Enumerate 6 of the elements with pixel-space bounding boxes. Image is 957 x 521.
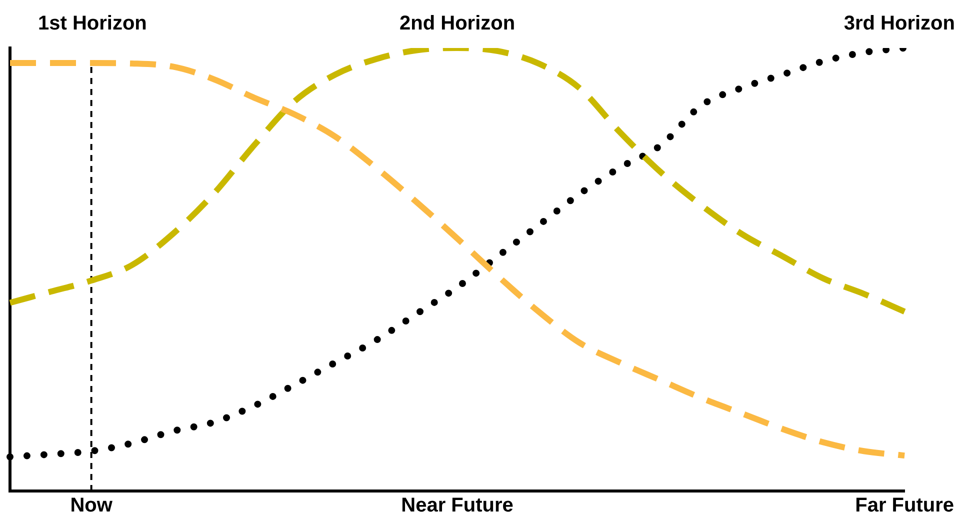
x-tick-label: Far Future [855,494,954,517]
series-label: 3rd Horizon [844,12,955,35]
series-label: 2nd Horizon [400,12,516,35]
series-label: 1st Horizon [38,12,147,35]
x-tick-label: Near Future [401,494,514,517]
x-tick-label: Now [70,494,113,517]
